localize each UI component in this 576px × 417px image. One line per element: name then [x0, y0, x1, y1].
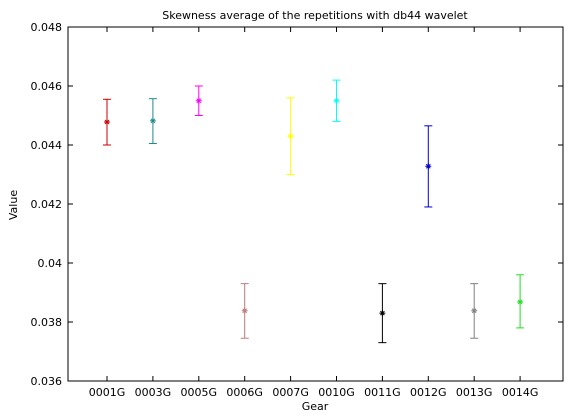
x-tick-label: 0012G [410, 386, 447, 399]
error-bar-0006G [240, 283, 249, 339]
x-tick-label: 0010G [318, 386, 355, 399]
error-bar-0001G [103, 98, 111, 146]
error-bar-0011G [378, 283, 387, 344]
error-bars [103, 79, 525, 344]
x-tick-label: 0014G [502, 386, 539, 399]
error-bar-0014G [516, 274, 525, 329]
mean-marker [104, 119, 110, 125]
error-bar-0013G [470, 283, 479, 339]
y-tick-label: 0.046 [31, 80, 63, 93]
y-axis-ticks: 0.036 0.038 0.04 0.042 0.044 0.046 0.048 [31, 21, 563, 388]
y-tick-label: 0.044 [31, 139, 63, 152]
mean-marker [471, 308, 477, 314]
error-bar-0003G [148, 98, 157, 145]
mean-marker [517, 299, 523, 305]
plot-area [67, 26, 564, 382]
x-tick-label: 0006G [226, 386, 263, 399]
chart-title: Skewness average of the repetitions with… [162, 9, 468, 22]
x-tick-label: 0005G [181, 386, 218, 399]
mean-marker [288, 133, 293, 139]
mean-marker [425, 163, 431, 169]
error-bar-0010G [332, 79, 341, 122]
error-bar-0012G [424, 125, 433, 208]
y-tick-label: 0.036 [31, 375, 63, 388]
error-bar-0007G [286, 97, 295, 175]
y-tick-label: 0.048 [31, 21, 63, 34]
y-axis-title: Value [7, 190, 20, 220]
y-tick-label: 0.038 [31, 316, 63, 329]
y-tick-label: 0.042 [31, 198, 63, 211]
mean-marker [196, 98, 202, 104]
mean-marker [380, 310, 385, 316]
x-axis-ticks: 0001G 0003G 0005G 0006G 0007G 0010G 0011G 0012G… [89, 27, 539, 399]
x-axis-title: Gear [302, 400, 329, 413]
mean-marker [242, 308, 248, 314]
x-tick-label: 0013G [456, 386, 493, 399]
x-tick-label: 0011G [364, 386, 401, 399]
x-tick-label: 0007G [272, 386, 309, 399]
x-tick-label: 0001G [89, 386, 126, 399]
mean-marker [334, 98, 339, 104]
y-tick-label: 0.04 [38, 257, 63, 270]
mean-marker [150, 118, 156, 124]
error-bar-0005G [194, 85, 203, 116]
x-tick-label: 0003G [135, 386, 172, 399]
